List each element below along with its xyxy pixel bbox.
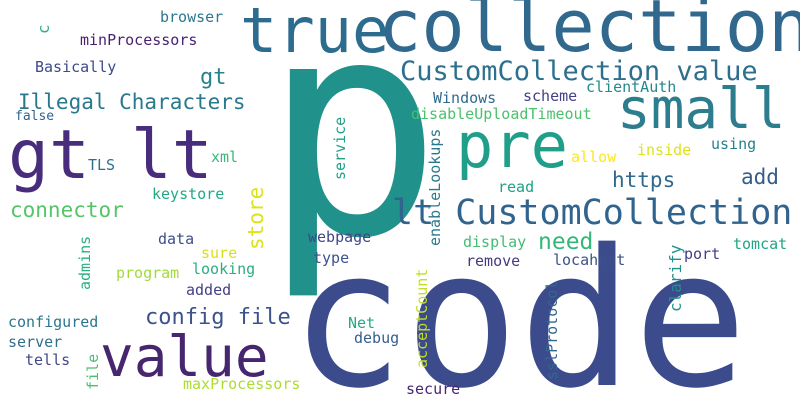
word-looking: looking xyxy=(192,260,256,278)
word-illegal-characters: Illegal Characters xyxy=(18,90,246,114)
word-tls: TLS xyxy=(88,156,116,174)
word-clientauth: clientAuth xyxy=(586,78,677,96)
word-net: Net xyxy=(348,314,376,332)
word-windows: Windows xyxy=(433,89,497,107)
word-need: need xyxy=(538,229,594,255)
word-connector: connector xyxy=(10,198,124,222)
word-sslprotocol: sslProtocol xyxy=(543,280,561,380)
word-inside: inside xyxy=(637,141,692,159)
word-sure: sure xyxy=(201,244,238,262)
word-keystore: keystore xyxy=(152,185,225,203)
word-maxprocessors: maxProcessors xyxy=(183,375,301,393)
word-config-file: config file xyxy=(145,305,291,330)
word-display: display xyxy=(463,233,527,251)
word-type: type xyxy=(313,249,350,267)
word-service: service xyxy=(331,116,349,180)
word-enablelookups: enableLookups xyxy=(426,128,444,246)
word-browser: browser xyxy=(160,8,224,26)
word-basically: Basically xyxy=(35,58,117,76)
word-false: false xyxy=(15,109,55,124)
word-admins: admins xyxy=(76,235,94,290)
word-value: value xyxy=(100,325,269,390)
word-read: read xyxy=(498,178,535,196)
word-pre: pre xyxy=(456,109,568,182)
word-store: store xyxy=(244,186,268,250)
word-p: p xyxy=(262,0,443,304)
word-gt-lt: gt lt xyxy=(8,116,213,195)
word-secure: secure xyxy=(406,380,461,398)
word-disableuploadtimeout: disableUploadTimeout xyxy=(411,105,592,123)
word-tomcat: tomcat xyxy=(733,235,788,253)
word-server: server xyxy=(8,333,63,351)
word-scheme: scheme xyxy=(523,87,578,105)
word-using: using xyxy=(711,135,757,153)
word-xml: xml xyxy=(211,148,239,166)
word-remove: remove xyxy=(466,252,521,270)
word-true: true xyxy=(240,0,390,67)
word-program: program xyxy=(116,264,180,282)
word-allow: allow xyxy=(571,148,617,166)
word-lt-customcollection: lt CustomCollection xyxy=(392,193,793,233)
word-tells: tells xyxy=(25,351,71,369)
word-minprocessors: minProcessors xyxy=(80,31,198,49)
word-add: add xyxy=(741,165,779,189)
word-added: added xyxy=(186,281,232,299)
word-clarify: clarify xyxy=(666,244,685,312)
word-file: file xyxy=(84,353,102,390)
word-gt: gt xyxy=(200,65,227,90)
word-customcollection-value: CustomCollection value xyxy=(400,56,758,87)
word-locahost: locahost xyxy=(553,251,626,269)
word-small: small xyxy=(617,77,786,142)
word-webpage: webpage xyxy=(308,228,372,246)
word-c: c xyxy=(34,24,53,34)
word-data: data xyxy=(158,230,195,248)
word-acceptcount: acceptCount xyxy=(413,268,431,368)
word-configured: configured xyxy=(8,313,99,331)
word-https: https xyxy=(612,168,676,192)
word-port: port xyxy=(684,245,721,263)
word-collection: collection xyxy=(378,0,800,68)
word-debug: debug xyxy=(354,329,400,347)
word-code: code xyxy=(290,209,748,400)
